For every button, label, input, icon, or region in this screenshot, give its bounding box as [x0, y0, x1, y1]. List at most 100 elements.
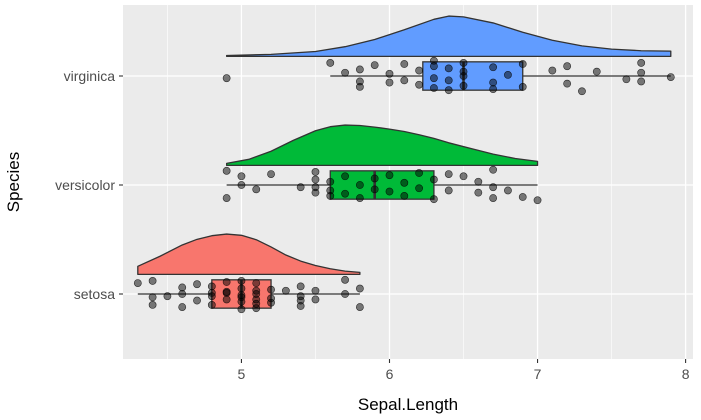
y-tick-label-virginica: virginica [64, 68, 116, 84]
data-point-versicolor [459, 172, 468, 181]
data-point-setosa [193, 296, 201, 305]
data-point-virginica [489, 63, 498, 72]
density-cloud-setosa [137, 233, 361, 276]
data-point-virginica [222, 74, 231, 83]
data-point-versicolor [400, 191, 409, 200]
density-clouds [137, 15, 672, 276]
data-point-setosa [222, 278, 231, 286]
data-point-versicolor [222, 166, 231, 175]
data-point-setosa [222, 289, 231, 297]
x-axis: 5 6 7 8 [238, 359, 690, 382]
data-point-setosa [222, 295, 231, 304]
data-point-setosa [133, 279, 142, 287]
data-point-setosa [311, 295, 320, 304]
data-point-virginica [459, 59, 468, 67]
jitter-points [133, 56, 675, 314]
data-point-virginica [622, 75, 631, 84]
data-point-virginica [430, 74, 438, 83]
data-point-versicolor [252, 185, 261, 194]
data-point-setosa [193, 280, 201, 289]
data-point-versicolor [267, 170, 275, 178]
data-point-versicolor [474, 177, 483, 186]
data-point-versicolor [489, 183, 498, 192]
data-point-versicolor [222, 194, 231, 202]
x-axis-title: Sepal.Length [358, 395, 458, 414]
data-point-virginica [400, 60, 409, 68]
y-tick-label-setosa: setosa [74, 286, 115, 302]
data-point-setosa [163, 292, 172, 301]
data-point-setosa [148, 293, 157, 302]
data-point-virginica [444, 64, 453, 73]
data-point-setosa [355, 284, 364, 293]
data-point-virginica [489, 78, 498, 87]
data-point-versicolor [341, 172, 349, 181]
data-point-virginica [326, 59, 335, 67]
data-point-versicolor [400, 178, 409, 187]
data-point-virginica [385, 69, 394, 78]
data-point-virginica [563, 62, 572, 71]
data-point-virginica [444, 86, 453, 95]
y-axis-title: Species [4, 152, 23, 212]
data-point-setosa [237, 297, 246, 306]
data-point-versicolor [237, 181, 246, 189]
data-point-versicolor [370, 185, 379, 194]
data-point-setosa [207, 282, 216, 291]
data-point-setosa [148, 277, 157, 285]
density-cloud-virginica [225, 15, 672, 58]
data-point-versicolor [430, 195, 438, 204]
data-point-versicolor [311, 175, 320, 184]
data-point-versicolor [311, 183, 320, 192]
data-point-virginica [637, 77, 646, 86]
x-tick-label: 8 [682, 366, 690, 382]
data-point-setosa [355, 303, 364, 311]
data-point-setosa [281, 286, 290, 295]
data-point-versicolor [355, 181, 364, 189]
data-point-virginica [430, 84, 438, 92]
data-point-versicolor [489, 194, 498, 202]
data-point-setosa [267, 285, 275, 294]
data-point-setosa [296, 282, 305, 291]
data-point-virginica [459, 67, 468, 76]
data-point-versicolor [415, 184, 424, 193]
data-point-versicolor [504, 186, 512, 195]
data-point-virginica [666, 73, 675, 81]
data-point-virginica [489, 85, 498, 93]
data-point-virginica [578, 87, 586, 96]
data-point-setosa [341, 290, 349, 298]
data-point-virginica [504, 71, 512, 79]
data-point-versicolor [474, 188, 483, 197]
data-point-virginica [637, 59, 646, 67]
y-tick-label-versicolor: versicolor [55, 177, 115, 193]
data-point-virginica [548, 66, 557, 75]
density-cloud-versicolor [225, 124, 539, 167]
data-point-setosa [252, 279, 261, 287]
data-point-virginica [563, 79, 572, 88]
data-point-virginica [444, 76, 453, 85]
x-tick-label: 7 [534, 366, 542, 382]
data-point-versicolor [489, 165, 498, 174]
data-point-versicolor [237, 172, 246, 181]
data-point-setosa [178, 283, 187, 292]
data-point-virginica [637, 68, 646, 77]
data-point-setosa [252, 299, 261, 308]
data-point-setosa [178, 290, 187, 298]
data-point-virginica [518, 83, 527, 91]
data-point-setosa [252, 290, 261, 298]
data-point-setosa [341, 275, 349, 284]
data-point-versicolor [415, 169, 424, 177]
data-point-setosa [237, 284, 246, 293]
data-point-versicolor [444, 186, 453, 195]
data-point-virginica [592, 67, 601, 76]
data-point-versicolor [355, 194, 364, 202]
data-point-versicolor [533, 196, 542, 205]
data-point-setosa [237, 277, 246, 285]
data-point-setosa [296, 296, 305, 305]
data-point-versicolor [385, 187, 394, 196]
data-point-virginica [430, 62, 438, 71]
data-point-versicolor [326, 186, 335, 195]
data-point-virginica [459, 81, 468, 90]
data-point-setosa [267, 294, 275, 303]
data-point-virginica [400, 76, 409, 85]
data-point-setosa [207, 289, 216, 297]
